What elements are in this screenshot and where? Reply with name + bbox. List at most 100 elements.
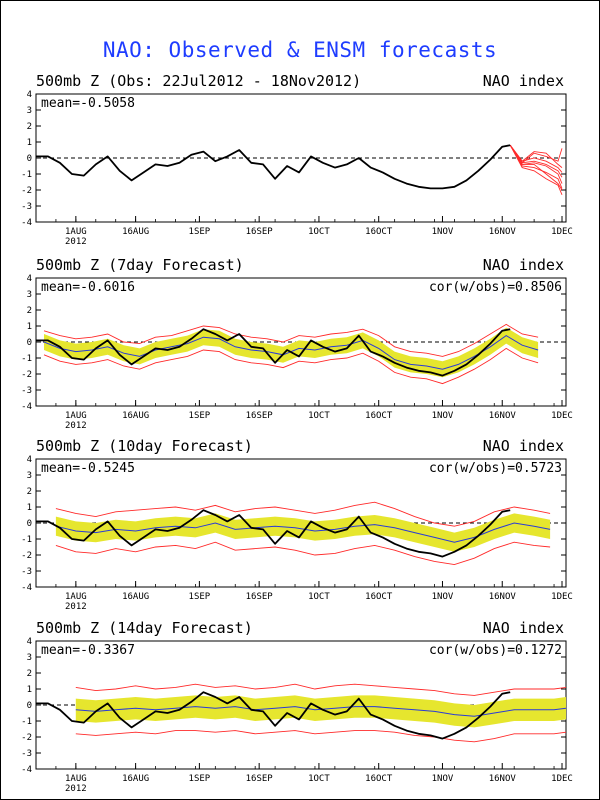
x-tick-label: 16OCT bbox=[365, 227, 393, 237]
observed-line bbox=[36, 144, 511, 190]
x-tick-label: 16AUG bbox=[122, 411, 149, 421]
x-year-label: 2012 bbox=[65, 784, 87, 794]
x-tick-label: 16NOV bbox=[489, 227, 517, 237]
chart-panel-4: 500mb Z (14day Forecast) NAO index 1AUG 16A… bbox=[0, 619, 600, 799]
y-tick-label: -3 bbox=[21, 386, 32, 396]
mean-label: mean=-0.3367 bbox=[41, 643, 135, 658]
chart-panel-1: 500mb Z (Obs: 22Jul2012 - 18Nov2012) NAO … bbox=[0, 72, 600, 252]
x-tick-label: 16OCT bbox=[365, 592, 393, 602]
x-tick-label: 1DEC bbox=[551, 592, 573, 602]
y-tick-label: 4 bbox=[27, 637, 32, 647]
chart-panel-3: 500mb Z (10day Forecast) NAO index 1AUG 16A… bbox=[0, 437, 600, 617]
mean-label: mean=-0.6016 bbox=[41, 280, 135, 295]
x-tick-label: 1NOV bbox=[432, 774, 454, 784]
panel-index-label: NAO index bbox=[482, 256, 564, 274]
x-tick-label: 16AUG bbox=[122, 774, 149, 784]
mean-label: mean=-0.5058 bbox=[41, 96, 135, 111]
correlation-label: cor(w/obs)=0.5723 bbox=[429, 461, 562, 476]
y-tick-label: -4 bbox=[21, 765, 32, 775]
members-min-line bbox=[43, 347, 539, 385]
chart-svg: 1AUG 16AUG 1SEP 16SEP 1OCT 16OCT 1NOV 16NOV 1DEC… bbox=[21, 274, 573, 431]
member-forecast-line bbox=[509, 144, 563, 178]
y-tick-label: 3 bbox=[27, 653, 32, 663]
x-tick-label: 16OCT bbox=[365, 774, 393, 784]
y-tick-label: 4 bbox=[27, 274, 32, 284]
y-tick-label: -1 bbox=[21, 354, 32, 364]
x-tick-label: 16SEP bbox=[246, 411, 274, 421]
chart-panel-2: 500mb Z (7day Forecast) NAO index 1AUG 16AU… bbox=[0, 256, 600, 436]
chart-svg: 1AUG 16AUG 1SEP 16SEP 1OCT 16OCT 1NOV 16NOV 1DEC… bbox=[21, 637, 573, 794]
x-tick-label: 1DEC bbox=[551, 227, 573, 237]
y-tick-label: -1 bbox=[21, 535, 32, 545]
observed-line bbox=[36, 691, 511, 740]
chart-svg: 1AUG 16AUG 1SEP 16SEP 1OCT 16OCT 1NOV 16NOV 1DEC… bbox=[21, 455, 573, 612]
x-tick-label: 16SEP bbox=[246, 227, 274, 237]
x-tick-label: 16AUG bbox=[122, 592, 149, 602]
y-tick-label: 1 bbox=[27, 138, 32, 148]
x-tick-label: 1NOV bbox=[432, 592, 454, 602]
x-tick-label: 1NOV bbox=[432, 411, 454, 421]
panel-header: 500mb Z (10day Forecast) NAO index bbox=[36, 437, 566, 459]
observed-line bbox=[36, 328, 511, 377]
y-tick-label: -2 bbox=[21, 186, 32, 196]
members-max-line bbox=[43, 323, 539, 357]
members-min-line bbox=[75, 730, 567, 743]
x-tick-label: 1DEC bbox=[551, 774, 573, 784]
member-forecast-line bbox=[509, 144, 563, 195]
panel-header: 500mb Z (14day Forecast) NAO index bbox=[36, 619, 566, 641]
x-tick-label: 1AUG bbox=[65, 774, 87, 784]
panel-title: 500mb Z (Obs: 22Jul2012 - 18Nov2012) bbox=[36, 72, 362, 90]
y-tick-label: 0 bbox=[27, 338, 32, 348]
y-tick-label: -4 bbox=[21, 402, 32, 412]
x-year-label: 2012 bbox=[65, 237, 87, 247]
y-tick-label: 3 bbox=[27, 106, 32, 116]
y-tick-label: -1 bbox=[21, 170, 32, 180]
member-forecast-line bbox=[509, 144, 563, 184]
y-tick-label: 0 bbox=[27, 519, 32, 529]
members-min-line bbox=[55, 541, 551, 566]
x-tick-label: 16NOV bbox=[489, 411, 517, 421]
y-tick-label: 1 bbox=[27, 503, 32, 513]
y-tick-label: -4 bbox=[21, 218, 32, 228]
spread-band bbox=[75, 695, 567, 728]
panel-header: 500mb Z (Obs: 22Jul2012 - 18Nov2012) NAO … bbox=[36, 72, 566, 94]
y-tick-label: 3 bbox=[27, 290, 32, 300]
member-forecast-line bbox=[509, 144, 563, 168]
y-tick-label: -2 bbox=[21, 551, 32, 561]
correlation-label: cor(w/obs)=0.8506 bbox=[429, 280, 562, 295]
y-tick-label: 2 bbox=[27, 306, 32, 316]
figure-title: NAO: Observed & ENSM forecasts bbox=[102, 38, 498, 62]
y-tick-label: 4 bbox=[27, 455, 32, 465]
x-tick-label: 16SEP bbox=[246, 774, 274, 784]
x-tick-label: 1OCT bbox=[308, 227, 330, 237]
y-tick-label: 3 bbox=[27, 471, 32, 481]
x-tick-label: 1SEP bbox=[189, 592, 211, 602]
x-tick-label: 1SEP bbox=[189, 227, 211, 237]
x-tick-label: 1AUG bbox=[65, 592, 87, 602]
x-tick-label: 1AUG bbox=[65, 227, 87, 237]
x-tick-label: 16AUG bbox=[122, 227, 149, 237]
panel-title: 500mb Z (14day Forecast) bbox=[36, 619, 253, 637]
x-tick-label: 1SEP bbox=[189, 411, 211, 421]
x-year-label: 2012 bbox=[65, 421, 87, 431]
y-tick-label: 2 bbox=[27, 122, 32, 132]
ensemble-mean-line bbox=[75, 706, 567, 717]
y-tick-label: -4 bbox=[21, 583, 32, 593]
x-tick-label: 1DEC bbox=[551, 411, 573, 421]
x-tick-label: 1OCT bbox=[308, 411, 330, 421]
y-tick-label: -3 bbox=[21, 202, 32, 212]
observed-line bbox=[36, 509, 511, 558]
x-tick-label: 16SEP bbox=[246, 592, 274, 602]
y-tick-label: -2 bbox=[21, 733, 32, 743]
panel-header: 500mb Z (7day Forecast) NAO index bbox=[36, 256, 566, 278]
x-tick-label: 1SEP bbox=[189, 774, 211, 784]
x-tick-label: 1OCT bbox=[308, 774, 330, 784]
x-tick-label: 1OCT bbox=[308, 592, 330, 602]
panel-index-label: NAO index bbox=[482, 619, 564, 637]
y-tick-label: 4 bbox=[27, 90, 32, 100]
panel-index-label: NAO index bbox=[482, 72, 564, 90]
members-max-line bbox=[75, 683, 567, 696]
chart-svg: 1AUG 16AUG 1SEP 16SEP 1OCT 16OCT 1NOV 16NOV 1DEC… bbox=[21, 90, 573, 247]
y-tick-label: 1 bbox=[27, 322, 32, 332]
x-tick-label: 16NOV bbox=[489, 592, 517, 602]
